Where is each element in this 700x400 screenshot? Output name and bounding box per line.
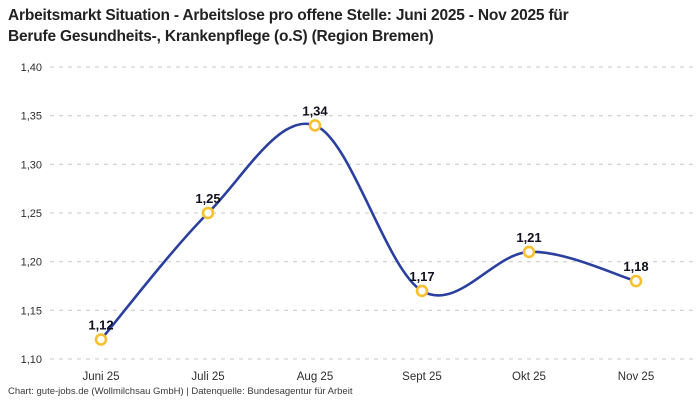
x-axis-tick-label: Aug 25	[297, 371, 333, 383]
y-axis-tick-label: 1,10	[21, 354, 42, 366]
y-axis-tick-label: 1,20	[21, 257, 42, 269]
x-axis-tick-label: Sept 25	[402, 371, 442, 383]
data-point-marker	[94, 333, 108, 346]
chart-title-line2: Berufe Gesundheits-, Krankenpflege (o.S)…	[8, 28, 434, 45]
data-point-label: 1,18	[623, 259, 648, 274]
y-axis-tick-label: 1,15	[21, 305, 42, 317]
data-point-marker	[308, 119, 322, 132]
line-chart: 1,40 1,35 1,30 1,25 1,20 1,15 1,10 Juni 25 Juli …	[21, 62, 696, 383]
data-line	[99, 122, 638, 341]
chart-title-line1: Arbeitsmarkt Situation - Arbeitslose pro…	[8, 7, 569, 24]
data-point-marker	[415, 284, 429, 298]
x-axis-tick-label: Nov 25	[618, 371, 654, 383]
data-point-label: 1,25	[195, 191, 220, 206]
x-axis-tick-label: Juni 25	[82, 371, 119, 383]
data-point-label: 1,17	[409, 269, 434, 284]
data-point-marker	[522, 245, 536, 259]
y-axis-tick-label: 1,30	[21, 159, 42, 171]
y-axis-tick-label: 1,25	[21, 208, 42, 220]
y-axis-tick-label: 1,35	[21, 111, 42, 123]
y-axis-tick-label: 1,40	[21, 62, 42, 74]
chart-credit: Chart: gute-jobs.de (Wollmilchsau GmbH) …	[8, 386, 353, 397]
data-point-marker	[201, 206, 215, 220]
data-point-marker	[629, 274, 643, 288]
x-axis-tick-label: Okt 25	[512, 371, 546, 383]
data-point-label: 1,12	[88, 318, 113, 333]
data-point-label: 1,21	[516, 230, 541, 245]
x-axis-tick-label: Juli 25	[191, 371, 224, 383]
data-point-label: 1,34	[302, 103, 328, 118]
chart-title: Arbeitsmarkt Situation - Arbeitslose pro…	[8, 5, 692, 47]
